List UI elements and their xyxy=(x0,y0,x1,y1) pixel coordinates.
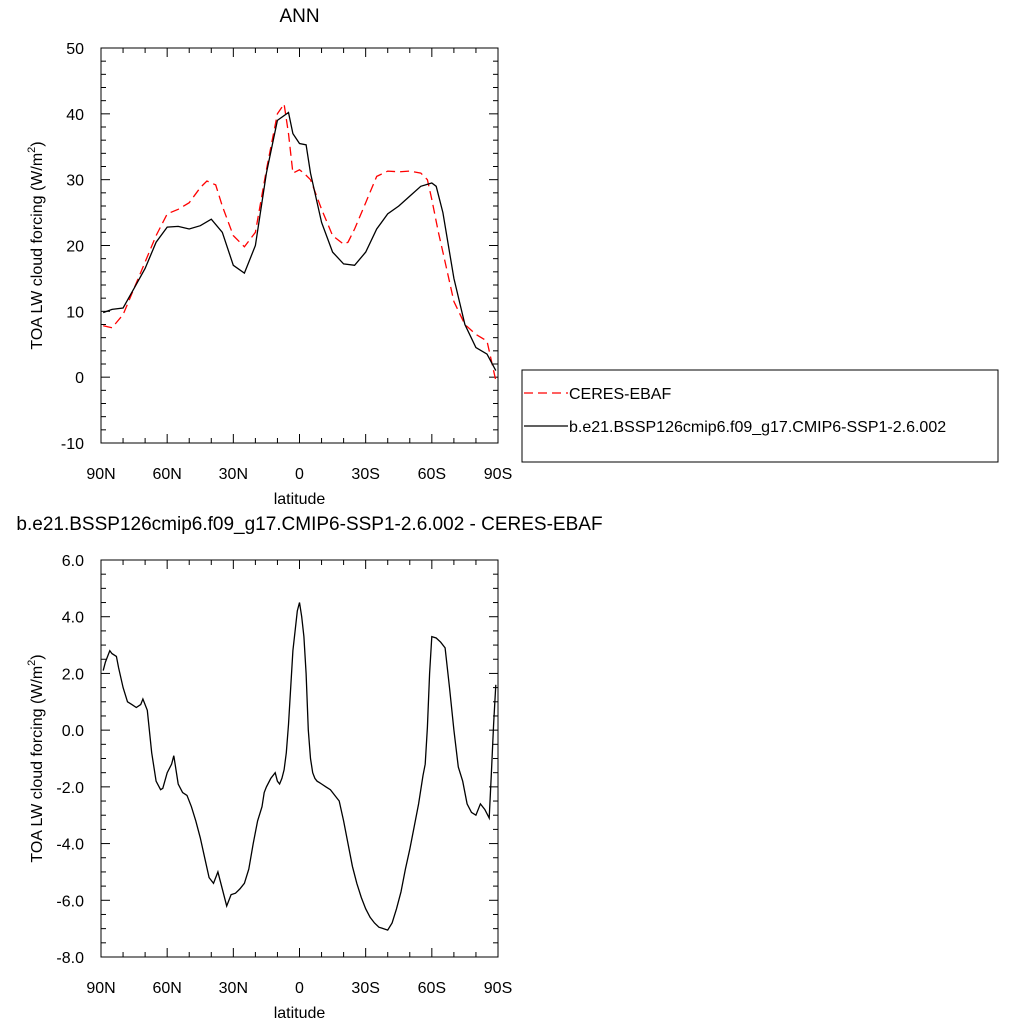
y-tick-label: 50 xyxy=(66,41,84,58)
y-tick-label: -8.0 xyxy=(56,950,84,967)
legend-label: CERES-EBAF xyxy=(569,386,671,403)
x-tick-label: 60N xyxy=(152,980,181,997)
y-tick-label: 30 xyxy=(66,173,84,190)
plot-frame xyxy=(100,47,499,444)
x-tick-label: 60N xyxy=(152,466,181,483)
x-tick-label: 30S xyxy=(351,466,379,483)
x-tick-label: 30N xyxy=(219,466,248,483)
series-line-0 xyxy=(102,602,497,931)
y-axis-label-superscript: 2 xyxy=(26,660,38,666)
x-tick-label: 90S xyxy=(484,980,512,997)
y-axis-label-close: ) xyxy=(29,141,46,146)
y-axis-label: TOA LW cloud forcing (W/m2) xyxy=(26,141,46,349)
x-axis-label: latitude xyxy=(274,491,326,508)
plot-frame xyxy=(100,559,499,958)
x-tick-label: 30N xyxy=(219,980,248,997)
y-tick-label: -6.0 xyxy=(56,893,84,910)
y-axis-label-main: TOA LW cloud forcing (W/m xyxy=(29,153,46,350)
y-axis-label-close: ) xyxy=(29,654,46,659)
y-tick-label: 20 xyxy=(66,239,84,256)
series-line-0 xyxy=(103,102,497,381)
chart-0: ANN 90N 60N 30N 0 30S 60S 90S -10 0 10 20 30 40 50 lati… xyxy=(26,6,999,508)
y-axis-label: TOA LW cloud forcing (W/m2) xyxy=(26,654,46,862)
chart-1: b.e21.BSSP126cmip6.f09_g17.CMIP6-SSP1-2.… xyxy=(16,514,602,1022)
y-tick-label: 6.0 xyxy=(62,553,84,570)
y-axis-label-main: TOA LW cloud forcing (W/m xyxy=(29,666,46,863)
x-tick-label: 90N xyxy=(86,980,115,997)
y-tick-label: -2.0 xyxy=(56,780,84,797)
x-tick-label: 0 xyxy=(295,980,304,997)
y-tick-label: 4.0 xyxy=(62,610,84,627)
series-line-1 xyxy=(102,111,497,371)
chart-title: b.e21.BSSP126cmip6.f09_g17.CMIP6-SSP1-2.… xyxy=(16,514,602,535)
y-tick-label: 10 xyxy=(66,304,84,321)
x-tick-label: 90N xyxy=(86,466,115,483)
y-tick-label: -4.0 xyxy=(56,837,84,854)
y-tick-label: 0 xyxy=(75,370,84,387)
legend-label: b.e21.BSSP126cmip6.f09_g17.CMIP6-SSP1-2.… xyxy=(569,419,946,436)
legend: CERES-EBAF b.e21.BSSP126cmip6.f09_g17.CMI… xyxy=(521,369,999,463)
legend-box xyxy=(521,369,999,463)
x-tick-label: 30S xyxy=(351,980,379,997)
y-tick-label: 0.0 xyxy=(62,723,84,740)
x-tick-label: 60S xyxy=(418,980,446,997)
x-axis-label: latitude xyxy=(274,1005,326,1022)
y-tick-label: 40 xyxy=(66,107,84,124)
y-tick-label: -10 xyxy=(61,436,84,453)
y-tick-label: 2.0 xyxy=(62,666,84,683)
chart-title: ANN xyxy=(279,6,319,27)
x-tick-label: 60S xyxy=(418,466,446,483)
y-axis-label-superscript: 2 xyxy=(26,147,38,153)
x-tick-label: 90S xyxy=(484,466,512,483)
x-tick-label: 0 xyxy=(295,466,304,483)
